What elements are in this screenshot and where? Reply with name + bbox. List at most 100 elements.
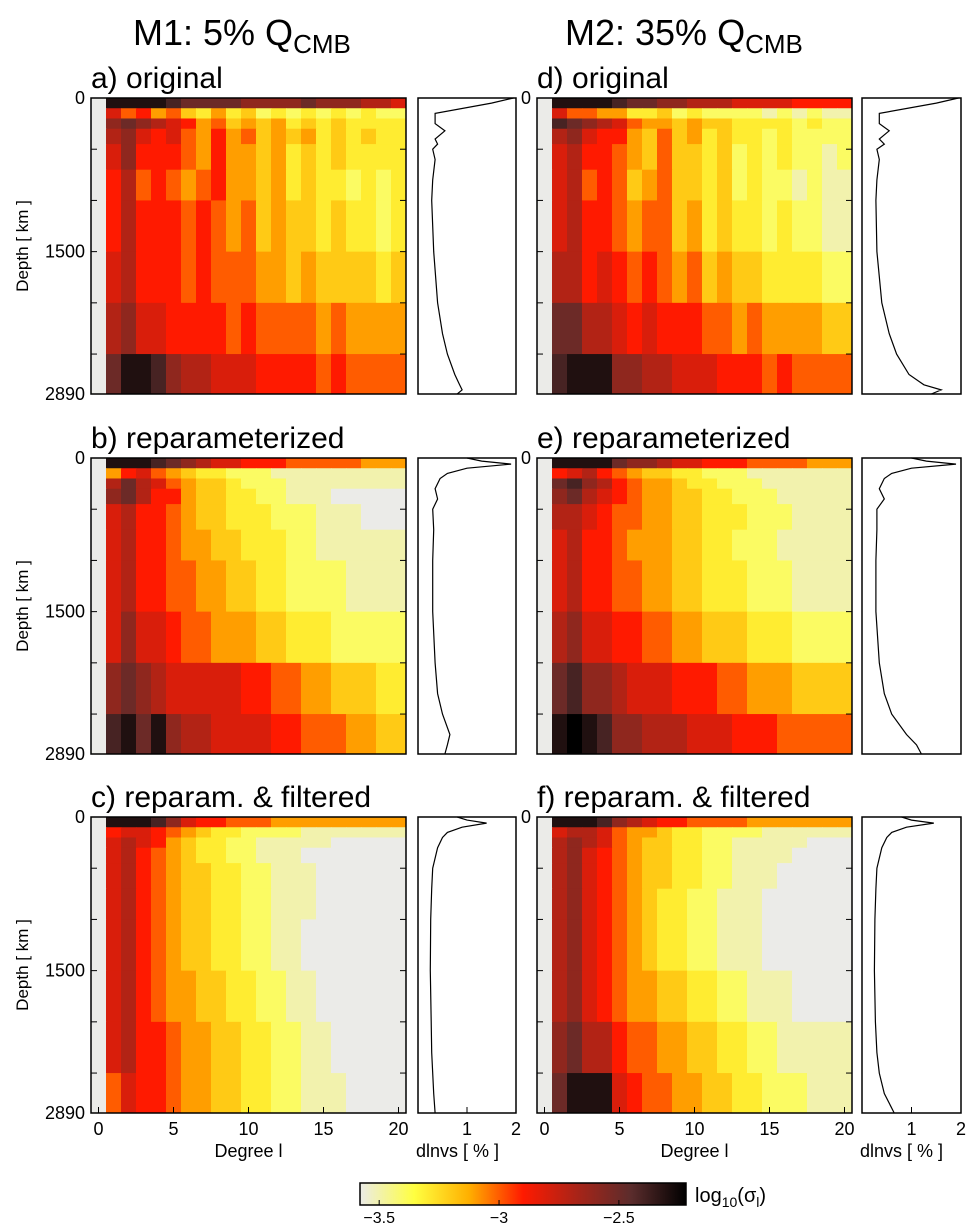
cell [331,529,347,561]
cell [286,108,302,119]
cell [346,354,362,395]
cell [256,169,272,201]
cell [196,560,212,613]
cell [702,169,718,201]
cell [672,488,688,505]
cell [256,970,272,1023]
cell [286,837,302,849]
cell [582,888,598,920]
cell [106,458,122,469]
cell [196,714,212,755]
cell [91,504,107,531]
cell [316,827,332,838]
cell [597,108,613,119]
cell [567,468,583,479]
cell [256,468,272,479]
cell [582,560,598,613]
cell [286,118,302,130]
cell [106,98,122,109]
cell [226,560,242,613]
cell [391,919,407,972]
cell [777,504,793,531]
cell [807,970,823,1023]
cell [136,468,152,479]
cell [331,919,347,972]
profile-panel [417,97,517,395]
cell [582,488,598,505]
cell [657,128,673,145]
cell [241,98,257,109]
cell [657,919,673,972]
cell [241,970,257,1023]
cell [166,144,182,171]
cell [271,837,287,849]
cell [331,1021,347,1074]
cell [316,611,332,664]
cell [301,817,317,828]
cell [106,128,122,145]
y-tick-label: 0 [75,88,85,108]
axes-frame [861,97,962,395]
cell [582,169,598,201]
cell [657,504,673,531]
cell [717,827,733,838]
cell [376,251,392,304]
cell [837,354,853,395]
y-tick-label: 1500 [45,602,85,622]
cell [537,118,553,130]
cell [702,200,718,253]
cell [361,970,377,1023]
cell [837,970,853,1023]
cell [537,200,553,253]
cell [717,837,733,849]
cell [567,302,583,355]
cell [777,108,793,119]
cell [657,529,673,561]
cell [211,827,227,838]
cell [391,108,407,119]
cell [136,200,152,253]
cell [391,863,407,890]
cell [91,144,107,171]
cell [792,863,808,890]
cell [732,354,748,395]
colorbar-tick-label: −3 [490,1210,508,1226]
cell [286,478,302,490]
cell [687,847,703,864]
cell [777,1021,793,1074]
cell [822,888,838,920]
cell [316,560,332,613]
cell [106,919,122,972]
cell [642,458,658,469]
cell [181,488,197,505]
cell [537,919,553,972]
cell [702,302,718,355]
cell [582,354,598,395]
cell [376,970,392,1023]
cell [627,302,643,355]
cell [346,611,362,664]
cell [792,200,808,253]
title-main: M2: 35% Q [565,12,745,53]
cell [837,714,853,755]
cell [567,354,583,395]
cell [181,662,197,715]
cell [121,847,137,864]
x-tick-label: 20 [834,1119,854,1139]
cell [807,169,823,201]
cell [822,847,838,864]
cell [346,504,362,531]
cell [226,1073,242,1114]
cell [181,970,197,1023]
cell [717,458,733,469]
cell [301,488,317,505]
panel-title: b) reparameterized [91,422,344,455]
cell [537,458,553,469]
cell [777,827,793,838]
cell [106,354,122,395]
cell [391,98,407,109]
cell [241,118,257,130]
cell [687,529,703,561]
cell [136,144,152,171]
